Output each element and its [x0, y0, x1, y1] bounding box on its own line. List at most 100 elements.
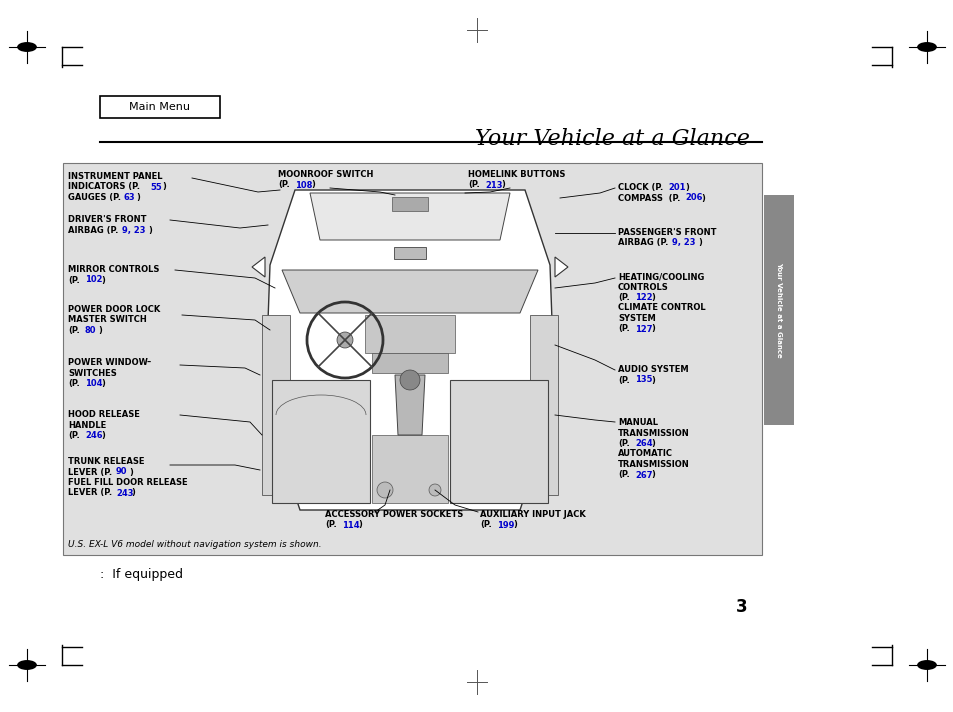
- Text: AUXILIARY INPUT JACK: AUXILIARY INPUT JACK: [479, 510, 585, 519]
- Polygon shape: [395, 375, 424, 435]
- Text: POWER DOOR LOCK: POWER DOOR LOCK: [68, 305, 160, 314]
- Text: FUEL FILL DOOR RELEASE: FUEL FILL DOOR RELEASE: [68, 478, 188, 487]
- Text: ACCESSORY POWER SOCKETS: ACCESSORY POWER SOCKETS: [325, 510, 463, 519]
- Text: 63: 63: [124, 193, 135, 202]
- Text: TRANSMISSION: TRANSMISSION: [618, 429, 689, 437]
- Text: :  If equipped: : If equipped: [100, 568, 183, 581]
- Text: 267: 267: [635, 471, 652, 479]
- Text: –: –: [147, 358, 152, 367]
- Text: (P.: (P.: [325, 520, 336, 530]
- Ellipse shape: [916, 42, 936, 52]
- Text: AIRBAG (P.: AIRBAG (P.: [68, 226, 118, 234]
- Text: TRUNK RELEASE: TRUNK RELEASE: [68, 457, 144, 466]
- Bar: [394, 247, 426, 259]
- Circle shape: [376, 482, 393, 498]
- Text: ): ): [131, 488, 134, 498]
- Text: ): ): [698, 239, 701, 248]
- Text: (P.: (P.: [468, 181, 479, 189]
- Text: (P.: (P.: [618, 471, 629, 479]
- Text: (P.: (P.: [68, 326, 80, 335]
- Text: ): ): [650, 439, 654, 448]
- Bar: [372, 435, 448, 503]
- Text: 264: 264: [635, 439, 652, 448]
- Text: (P.: (P.: [277, 181, 290, 189]
- Text: ): ): [136, 193, 140, 202]
- Text: POWER WINDOW: POWER WINDOW: [68, 358, 148, 367]
- Polygon shape: [450, 380, 547, 503]
- Bar: [63, 163, 761, 555]
- Circle shape: [429, 484, 440, 496]
- Text: ): ): [650, 375, 654, 384]
- Text: HOMELINK BUTTONS: HOMELINK BUTTONS: [468, 170, 565, 179]
- Text: ): ): [650, 325, 654, 333]
- Text: 90: 90: [116, 468, 128, 476]
- Polygon shape: [530, 315, 558, 495]
- Ellipse shape: [17, 42, 37, 52]
- Text: 135: 135: [635, 375, 652, 384]
- Text: MASTER SWITCH: MASTER SWITCH: [68, 315, 147, 325]
- Text: TRANSMISSION: TRANSMISSION: [618, 460, 689, 469]
- Text: ): ): [513, 520, 517, 530]
- Text: 3: 3: [736, 598, 747, 616]
- Text: 127: 127: [635, 325, 652, 333]
- Text: CONTROLS: CONTROLS: [618, 283, 668, 291]
- Text: DRIVER'S FRONT: DRIVER'S FRONT: [68, 215, 147, 224]
- Bar: [763, 195, 793, 425]
- Text: 102: 102: [85, 276, 102, 285]
- Text: (P.: (P.: [68, 379, 80, 388]
- Polygon shape: [262, 315, 290, 495]
- Text: AIRBAG (P.: AIRBAG (P.: [618, 239, 668, 248]
- Text: 104: 104: [85, 379, 102, 388]
- Text: (P.: (P.: [68, 431, 80, 440]
- Polygon shape: [252, 257, 265, 277]
- Text: ): ): [684, 183, 688, 192]
- Text: Main Menu: Main Menu: [130, 102, 191, 112]
- Text: (P.: (P.: [68, 276, 80, 285]
- Text: PASSENGER'S FRONT: PASSENGER'S FRONT: [618, 228, 716, 237]
- Text: Your Vehicle at a Glance: Your Vehicle at a Glance: [775, 262, 781, 358]
- Ellipse shape: [17, 660, 37, 670]
- Text: 108: 108: [294, 181, 312, 189]
- Text: 213: 213: [484, 181, 502, 189]
- Text: CLOCK (P.: CLOCK (P.: [618, 183, 662, 192]
- Text: 80: 80: [85, 326, 96, 335]
- Text: LEVER (P.: LEVER (P.: [68, 468, 112, 476]
- Polygon shape: [310, 193, 510, 240]
- Text: MIRROR CONTROLS: MIRROR CONTROLS: [68, 265, 159, 274]
- Text: ): ): [357, 520, 361, 530]
- FancyBboxPatch shape: [100, 96, 220, 118]
- Text: ): ): [500, 181, 504, 189]
- Bar: [372, 353, 448, 373]
- Text: HANDLE: HANDLE: [68, 421, 106, 429]
- Text: 9, 23: 9, 23: [671, 239, 695, 248]
- Text: INDICATORS (P.: INDICATORS (P.: [68, 182, 140, 192]
- Text: SYSTEM: SYSTEM: [618, 314, 655, 323]
- Text: (P.: (P.: [618, 293, 629, 302]
- Text: 206: 206: [684, 194, 701, 202]
- Text: COMPASS  (P.: COMPASS (P.: [618, 194, 679, 202]
- Text: (P.: (P.: [618, 325, 629, 333]
- Text: ): ): [148, 226, 152, 234]
- Text: ): ): [650, 471, 654, 479]
- Polygon shape: [265, 190, 555, 510]
- Text: ): ): [101, 379, 105, 388]
- Bar: [392, 197, 428, 211]
- Text: ): ): [162, 182, 166, 192]
- Text: MANUAL: MANUAL: [618, 418, 658, 427]
- Text: ): ): [650, 293, 654, 302]
- Text: 201: 201: [667, 183, 685, 192]
- Text: 243: 243: [116, 488, 133, 498]
- Text: 9, 23: 9, 23: [122, 226, 146, 234]
- Text: ): ): [101, 431, 105, 440]
- Text: AUTOMATIC: AUTOMATIC: [618, 449, 672, 459]
- Text: 114: 114: [341, 520, 359, 530]
- Text: CLIMATE CONTROL: CLIMATE CONTROL: [618, 303, 705, 313]
- Bar: [365, 315, 455, 353]
- Polygon shape: [272, 380, 370, 503]
- Circle shape: [399, 370, 419, 390]
- Text: HEATING/COOLING: HEATING/COOLING: [618, 272, 703, 281]
- Text: 246: 246: [85, 431, 103, 440]
- Text: MOONROOF SWITCH: MOONROOF SWITCH: [277, 170, 373, 179]
- Polygon shape: [282, 270, 537, 313]
- Text: (P.: (P.: [479, 520, 491, 530]
